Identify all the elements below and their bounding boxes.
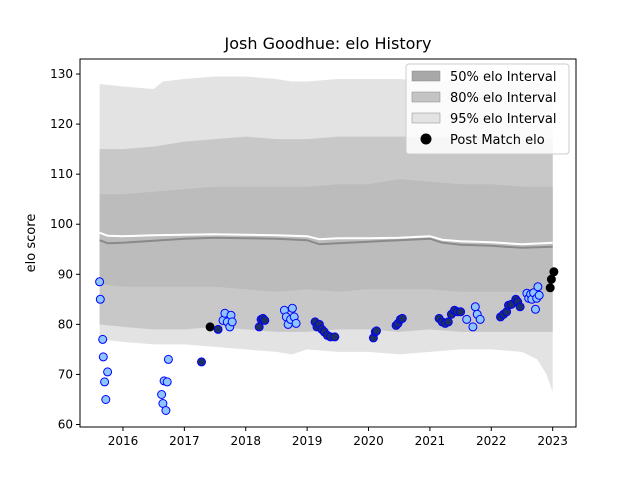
x-tick-label: 2016 bbox=[108, 434, 139, 448]
post-match-point bbox=[287, 303, 297, 313]
post-match-point bbox=[462, 314, 472, 324]
legend-label: 95% elo Interval bbox=[450, 112, 557, 127]
elo-lines bbox=[99, 231, 553, 249]
x-tick-label: 2022 bbox=[476, 434, 507, 448]
post-match-point bbox=[531, 304, 540, 314]
legend-box bbox=[405, 63, 570, 155]
y-tick-label: 80 bbox=[58, 317, 73, 331]
legend-swatch bbox=[411, 70, 441, 82]
y-tick-label: 130 bbox=[50, 67, 73, 81]
y-tick-label: 90 bbox=[58, 267, 73, 281]
post-match-point bbox=[162, 377, 172, 387]
post-match-point bbox=[291, 318, 301, 328]
post-match-point bbox=[197, 357, 206, 367]
x-tick-label: 2023 bbox=[537, 434, 568, 448]
band-50-interval bbox=[99, 179, 553, 292]
x-tick-label: 2019 bbox=[292, 434, 323, 448]
post-match-point bbox=[330, 332, 340, 342]
interval-bands bbox=[99, 76, 553, 392]
axes: 2016 2017 2018 2019 2020 2021 2022 2023 60 70 80 90… bbox=[50, 58, 577, 448]
y-tick-label: 110 bbox=[50, 167, 73, 181]
post-match-point bbox=[260, 315, 270, 325]
post-match-point bbox=[515, 302, 525, 312]
y-tick-label: 60 bbox=[58, 417, 73, 431]
x-tick-label: 2018 bbox=[230, 434, 261, 448]
post-match-point bbox=[254, 322, 264, 332]
post-match-point bbox=[545, 283, 555, 293]
legend-label: 50% elo Interval bbox=[450, 70, 557, 85]
post-match-point bbox=[443, 317, 453, 327]
y-tick-label: 120 bbox=[50, 117, 73, 131]
post-match-point bbox=[100, 377, 110, 387]
post-match-point bbox=[157, 390, 167, 399]
post-match-point bbox=[470, 302, 480, 312]
legend-swatch bbox=[411, 91, 441, 103]
post-match-point bbox=[95, 277, 105, 287]
post-match-point bbox=[533, 282, 543, 292]
x-tick-label: 2020 bbox=[353, 434, 384, 448]
post-match-point bbox=[98, 352, 108, 362]
mean-elo-line bbox=[99, 231, 553, 246]
post-match-point bbox=[468, 322, 478, 332]
post-match-point bbox=[213, 324, 223, 334]
post-match-point bbox=[103, 367, 113, 377]
post-match-point bbox=[161, 406, 171, 415]
post-match-point bbox=[549, 267, 559, 277]
y-tick-label: 70 bbox=[58, 367, 73, 381]
post-match-point bbox=[98, 334, 108, 344]
post-match-point bbox=[456, 307, 466, 317]
post-match-point bbox=[95, 294, 105, 304]
post-match-point bbox=[101, 395, 111, 404]
y-axis-label: elo score bbox=[24, 214, 39, 273]
median-elo-line bbox=[99, 236, 553, 249]
y-tick-label: 100 bbox=[50, 217, 73, 231]
post-match-point bbox=[546, 274, 556, 284]
post-match-points bbox=[95, 267, 559, 415]
post-match-point bbox=[163, 354, 173, 364]
post-match-point bbox=[227, 317, 237, 327]
legend-label: 80% elo Interval bbox=[450, 91, 557, 106]
post-match-point bbox=[372, 326, 381, 336]
legend-label: Post Match elo bbox=[450, 133, 545, 148]
post-match-point bbox=[475, 314, 485, 324]
x-tick-label: 2017 bbox=[169, 434, 200, 448]
legend: 50% elo Interval 80% elo Interval 95% elo … bbox=[405, 63, 570, 155]
x-tick-label: 2021 bbox=[415, 434, 446, 448]
post-match-point bbox=[534, 290, 544, 300]
post-match-point bbox=[205, 322, 215, 332]
plot-frame bbox=[79, 58, 577, 428]
post-match-point bbox=[397, 313, 407, 323]
chart-title: Josh Goodhue: elo History bbox=[224, 34, 432, 53]
legend-marker bbox=[420, 133, 432, 145]
legend-swatch bbox=[411, 112, 441, 124]
